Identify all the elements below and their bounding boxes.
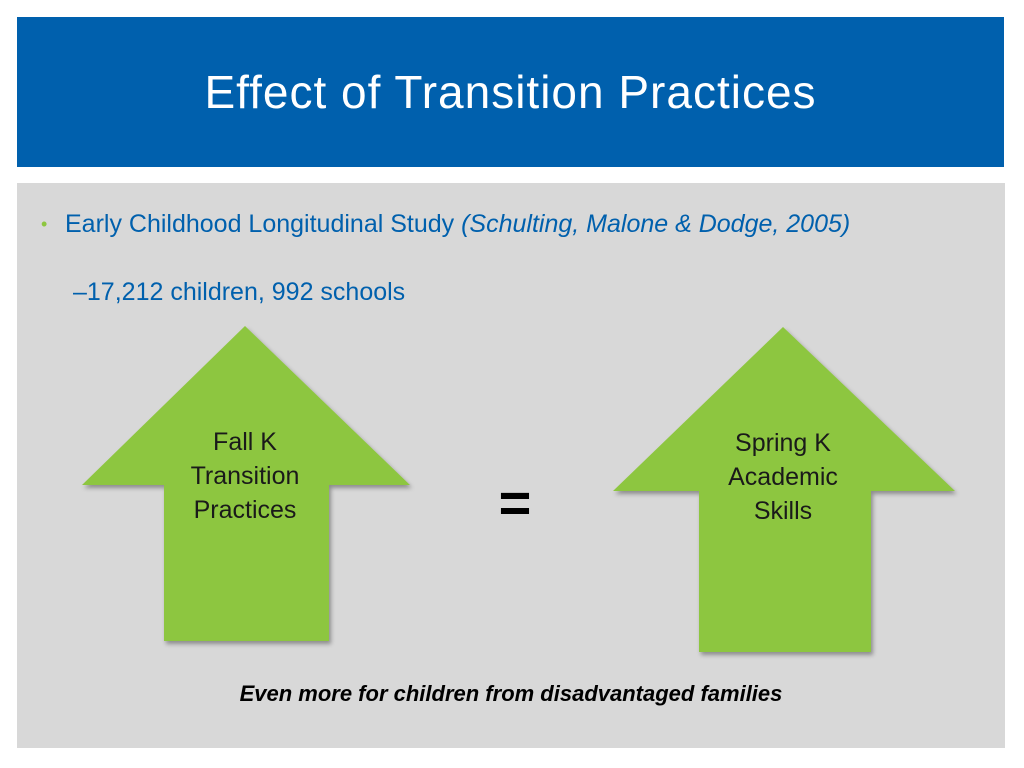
bullet-study: • Early Childhood Longitudinal Study (Sc…: [41, 209, 941, 239]
footnote: Even more for children from disadvantage…: [239, 681, 783, 706]
slide-title: Effect of Transition Practices: [204, 66, 817, 118]
left-arrow-line-3: Practices: [193, 496, 297, 524]
bullet-sample-size: –17,212 children, 992 schools: [73, 277, 405, 307]
right-arrow-line-3: Skills: [753, 497, 813, 525]
bullet-study-text: Early Childhood Longitudinal Study (Schu…: [65, 209, 941, 239]
study-citation: (Schulting, Malone & Dodge, 2005): [461, 210, 851, 238]
up-arrow-left-shape: [82, 326, 410, 641]
title-bar: Effect of Transition Practices: [17, 17, 1004, 167]
study-name: Early Childhood Longitudinal Study: [65, 210, 462, 238]
right-arrow-line-1: Spring K: [735, 429, 831, 457]
right-arrow-line-2: Academic: [728, 463, 838, 491]
bullet-dot-icon: •: [41, 214, 48, 234]
left-arrow-line-1: Fall K: [213, 428, 277, 456]
right-arrow-label: Spring K Academic Skills: [698, 426, 868, 528]
left-arrow-label: Fall K Transition Practices: [160, 425, 330, 527]
up-arrow-right-shape: [613, 327, 955, 652]
content-panel: • Early Childhood Longitudinal Study (Sc…: [17, 183, 1005, 748]
equals-sign: =: [498, 471, 532, 534]
sub-bullet-dash: –: [73, 278, 87, 306]
left-arrow-line-2: Transition: [190, 462, 300, 490]
arrows-graphic: [82, 326, 955, 652]
sample-size-text: 17,212 children, 992 schools: [86, 278, 406, 306]
